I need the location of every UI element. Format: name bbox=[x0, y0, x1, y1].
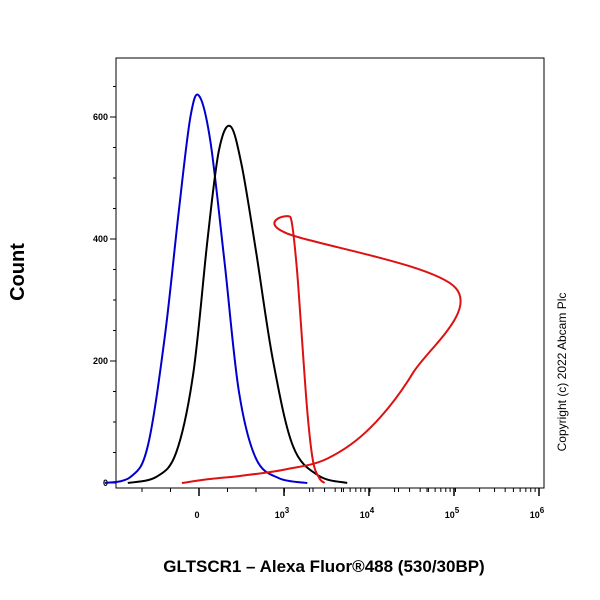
y-tick-label: 200 bbox=[93, 356, 108, 366]
x-tick-label: 104 bbox=[360, 506, 375, 520]
plot-frame bbox=[115, 57, 545, 489]
copyright-annotation: Copyright (c) 2022 Abcam Plc bbox=[555, 293, 569, 452]
histogram-curves bbox=[104, 93, 462, 484]
x-tick-label: 103 bbox=[275, 506, 290, 520]
series-line-1 bbox=[104, 93, 308, 484]
y-tick-label: 400 bbox=[93, 234, 108, 244]
x-axis: 0 103 104 105 106 bbox=[141, 488, 545, 520]
x-tick-label: 0 bbox=[194, 510, 199, 520]
series-line-3 bbox=[181, 215, 462, 484]
x-tick-label: 105 bbox=[445, 506, 460, 520]
x-axis-label: GLTSCR1 – Alexa Fluor®488 (530/30BP) bbox=[163, 557, 484, 576]
series-line-2 bbox=[127, 124, 348, 484]
x-tick-label: 106 bbox=[530, 506, 545, 520]
y-axis-label: Count bbox=[7, 243, 29, 301]
y-tick-label: 600 bbox=[93, 112, 108, 122]
